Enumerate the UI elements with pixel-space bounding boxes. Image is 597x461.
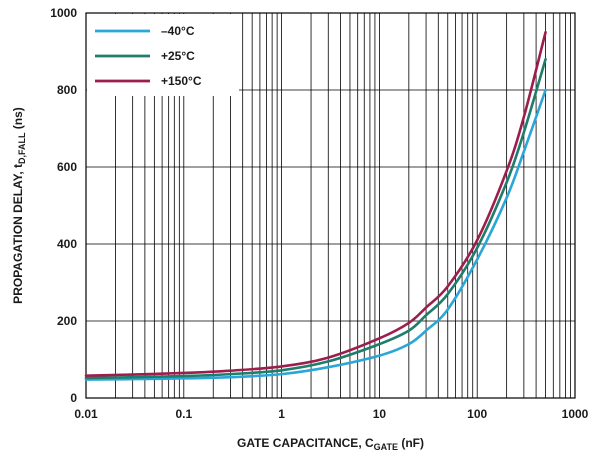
x-tick-label: 1 — [278, 407, 285, 421]
x-tick-label: 0.01 — [74, 407, 98, 421]
series-line-0 — [84, 88, 547, 381]
legend: –40°C +25°C +150°C — [87, 14, 239, 96]
x-tick-label: 0.1 — [175, 407, 192, 421]
tick-labels: 0.01 0.1 1 10 100 1000 0 200 400 600 800 1000 — [50, 6, 588, 421]
y-tick-label: 1000 — [50, 6, 77, 20]
y-tick-label: 600 — [57, 160, 77, 174]
x-tick-label: 1000 — [562, 407, 589, 421]
y-tick-label: 400 — [57, 237, 77, 251]
series-lines — [84, 30, 547, 381]
legend-label-0: –40°C — [161, 24, 195, 38]
x-tick-label: 100 — [467, 407, 487, 421]
y-tick-label: 0 — [70, 391, 77, 405]
series-line-2 — [84, 30, 547, 377]
y-axis-title: PROPAGATION DELAY, tD,FALL (ns) — [11, 107, 27, 304]
x-axis-title: GATE CAPACITANCE, CGATE (nF) — [237, 436, 424, 452]
x-tick-label: 10 — [373, 407, 387, 421]
series-line-1 — [84, 57, 547, 380]
y-tick-label: 200 — [57, 314, 77, 328]
y-tick-label: 800 — [57, 83, 77, 97]
legend-label-2: +150°C — [161, 74, 202, 88]
legend-label-1: +25°C — [161, 49, 195, 63]
plot-frame — [85, 12, 576, 399]
